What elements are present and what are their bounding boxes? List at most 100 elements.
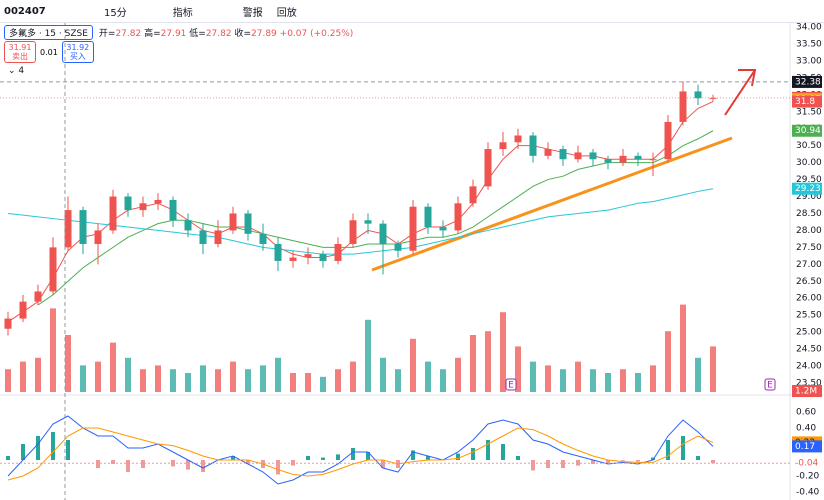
replay-button[interactable]: 回放 [276, 7, 297, 19]
volume-bar [410, 338, 416, 392]
candle-body [64, 210, 72, 248]
volume-bar [545, 365, 551, 392]
candle-body [574, 152, 582, 160]
indicator-toggle[interactable]: ⌄ 4 [8, 66, 25, 76]
volume-bar [440, 369, 446, 392]
volume-bar [470, 335, 476, 392]
y-tick-label: 25.00 [796, 328, 822, 338]
histogram-bar [411, 450, 415, 460]
histogram-bar [681, 436, 685, 460]
volume-bar [605, 373, 611, 392]
line [37, 130, 714, 306]
volume-bar [380, 357, 386, 392]
y-tick-label: -0.20 [796, 472, 820, 482]
arrow [724, 69, 757, 116]
ohlc: 开=27.82 高=27.91 低=27.82 收=27.89 +0.07 (+… [99, 26, 353, 39]
indicator-count: 4 [18, 66, 25, 76]
change: +0.07 (+0.25%) [279, 29, 354, 39]
candle-body [484, 149, 492, 187]
price-marker [792, 182, 822, 195]
histogram-bar [381, 460, 385, 468]
ohlc-label: 低= [189, 29, 206, 39]
volume-bar [245, 369, 251, 392]
volume-bar [125, 357, 131, 392]
candle-body [439, 227, 447, 231]
symbol-title[interactable]: 多氟多 · 15 · SZSE [4, 25, 93, 40]
volume-bar [395, 369, 401, 392]
order-panel: 31.91 卖出 0.01 31.92 买入 [4, 41, 94, 63]
y-tick-label: 33.50 [796, 39, 822, 49]
histogram-bar [246, 460, 250, 464]
price-marker [792, 75, 822, 88]
histogram-bar [6, 456, 10, 460]
volume-bar [305, 373, 311, 392]
candle-body [124, 196, 132, 211]
indicators-button[interactable]: 指标 [172, 7, 193, 19]
volume-bar [95, 361, 101, 392]
alerts-button[interactable]: 警报 [242, 7, 263, 19]
volume-bar [185, 373, 191, 392]
volume-bar [290, 373, 296, 392]
candle-body [499, 142, 507, 150]
ohlc-value: 27.89 [251, 29, 277, 39]
histogram-bar [501, 444, 505, 460]
candle-body [694, 91, 702, 99]
candle-body [34, 291, 42, 302]
candle-body [709, 97, 717, 99]
candle-body [634, 155, 642, 160]
histogram-bar [666, 440, 670, 460]
interval-button[interactable]: 15分 [104, 7, 127, 19]
y-tick-label: 24.50 [796, 345, 822, 355]
volume-bar [695, 357, 701, 392]
candle-body [409, 206, 417, 251]
symbol-input[interactable]: 002407 [4, 5, 46, 17]
y-tick-label: 0.60 [796, 408, 816, 418]
buy-price: 31.92 [66, 43, 90, 52]
volume-bar [500, 312, 506, 392]
ohlc-value: 27.82 [115, 29, 142, 39]
candle-body [274, 243, 282, 261]
buy-label: 买入 [69, 52, 86, 61]
candle-body [139, 203, 147, 211]
price-marker [792, 440, 822, 453]
volume-bar [215, 369, 221, 392]
line [7, 188, 714, 255]
event-marker-label: E [767, 381, 773, 391]
histogram-bar [606, 460, 610, 464]
candle-body [259, 233, 267, 244]
y-tick-label: 29.50 [796, 175, 822, 185]
candle-body [379, 223, 387, 244]
candle-body [529, 135, 537, 156]
candle-body [229, 213, 237, 231]
volume-bar [530, 361, 536, 392]
histogram-bar [636, 460, 640, 462]
ohlc-value: 27.91 [160, 29, 187, 39]
line [7, 415, 714, 485]
histogram-bar [36, 436, 40, 460]
histogram-bar [66, 440, 70, 460]
volume-bar [710, 346, 716, 392]
buy-button[interactable]: 31.92 买入 [61, 41, 94, 63]
histogram-bar [351, 448, 355, 460]
volume-bar [140, 369, 146, 392]
histogram-bar [621, 460, 625, 461]
candle-body [94, 230, 102, 244]
volume-bar [50, 308, 56, 392]
candle-body [169, 199, 177, 221]
volume-bar [320, 376, 326, 392]
candle-body [19, 301, 27, 319]
histogram-bar [696, 456, 700, 460]
histogram-bar [516, 456, 520, 460]
volume-bar [665, 331, 671, 392]
sell-button[interactable]: 31.91 卖出 [4, 41, 36, 63]
price-marker-label: 0.17 [795, 442, 815, 452]
event-marker [764, 378, 776, 391]
candle-body [49, 247, 57, 292]
histogram-bar [321, 457, 325, 460]
y-tick-label: 0.40 [796, 424, 816, 434]
price-marker-label: 29.23 [795, 184, 821, 194]
legend: 多氟多 · 15 · SZSE 开=27.82 高=27.91 低=27.82 … [4, 25, 353, 40]
candle-body [679, 91, 687, 122]
candle-body [364, 220, 372, 224]
